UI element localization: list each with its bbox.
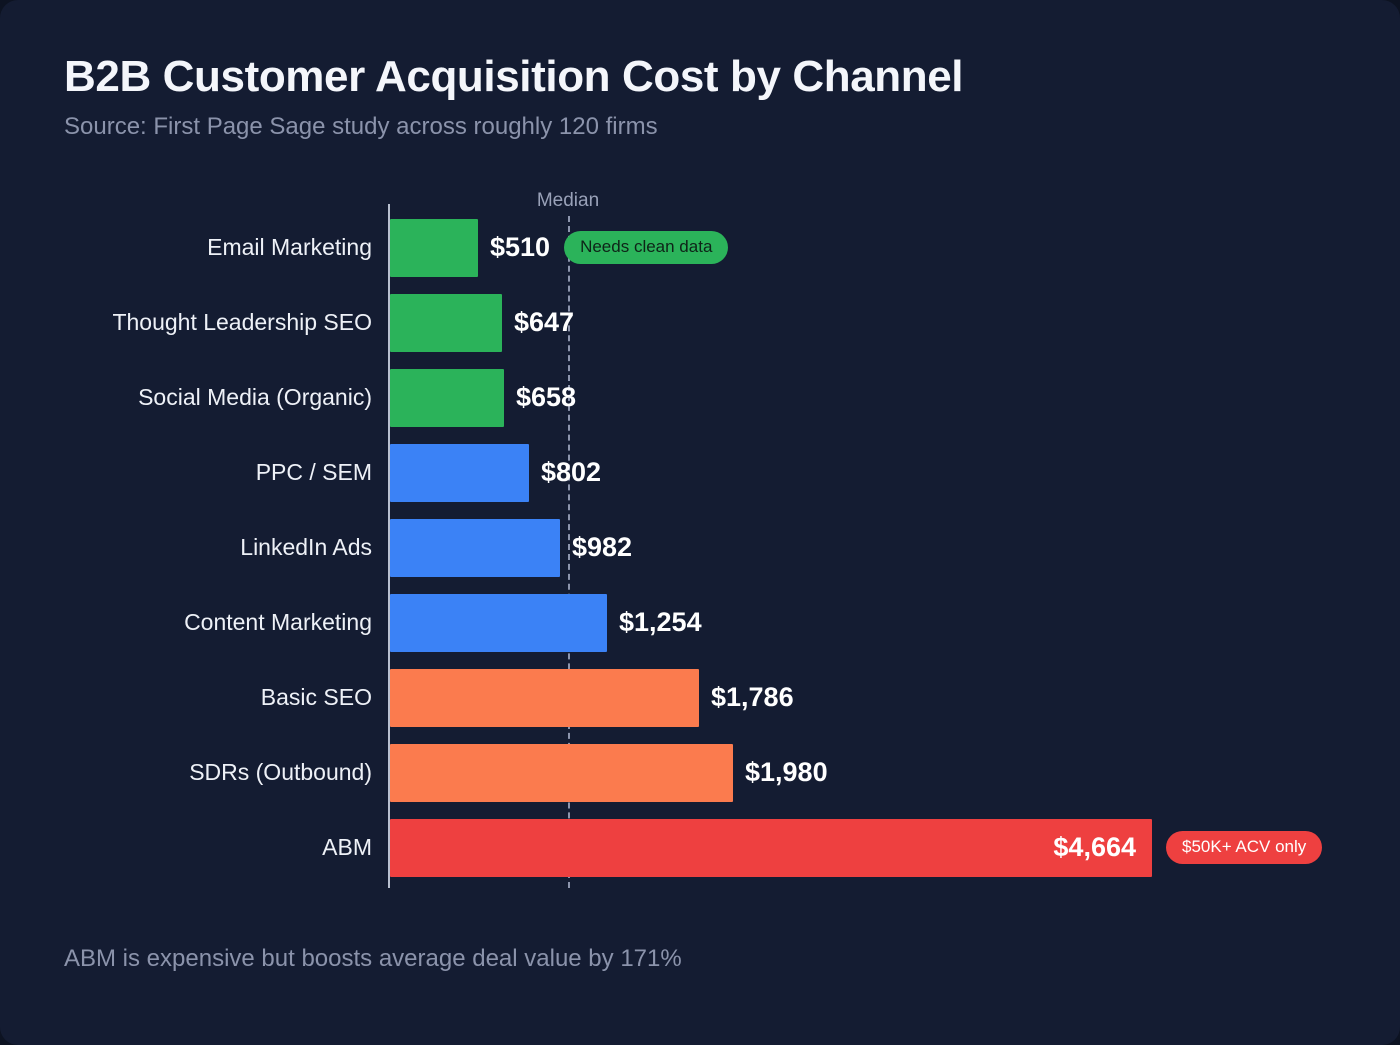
bar-container: $802 bbox=[390, 435, 601, 510]
bar[interactable] bbox=[390, 593, 607, 652]
plot-area: Median Email Marketing $510 Needs clean da… bbox=[0, 190, 1400, 890]
bar[interactable] bbox=[390, 443, 529, 502]
bar-container: $647 bbox=[390, 285, 574, 360]
chart-footnote: ABM is expensive but boosts average deal… bbox=[64, 945, 682, 972]
status-badge[interactable]: Needs clean data bbox=[564, 230, 729, 265]
status-badge[interactable]: $50K+ ACV only bbox=[1166, 830, 1323, 865]
bar-container: $1,254 bbox=[390, 585, 702, 660]
bar[interactable] bbox=[390, 518, 560, 577]
bar-row: ABM $4,664 $50K+ ACV only bbox=[0, 810, 1400, 885]
category-label: Thought Leadership SEO bbox=[112, 309, 372, 335]
bar-row: Basic SEO $1,786 bbox=[0, 660, 1400, 735]
bar-row: Email Marketing $510 Needs clean data bbox=[0, 210, 1400, 285]
bar-container: $982 bbox=[390, 510, 632, 585]
bar-value-label: $1,254 bbox=[619, 607, 702, 637]
median-label: Median bbox=[536, 190, 600, 211]
bar-container: $510 Needs clean data bbox=[390, 210, 729, 285]
category-label: Social Media (Organic) bbox=[138, 384, 372, 410]
bar[interactable] bbox=[390, 218, 478, 277]
bar-row: PPC / SEM $802 bbox=[0, 435, 1400, 510]
bar-value-label: $1,786 bbox=[711, 682, 794, 712]
category-label: PPC / SEM bbox=[255, 459, 372, 485]
bar-value-label: $982 bbox=[572, 532, 633, 562]
category-label: ABM bbox=[322, 834, 372, 860]
bar[interactable] bbox=[390, 368, 504, 427]
page-title: B2B Customer Acquisition Cost by Channel bbox=[64, 52, 964, 101]
chart-header: B2B Customer Acquisition Cost by Channel… bbox=[64, 52, 1344, 142]
bar-value-label: $4,664 bbox=[1053, 832, 1136, 862]
bar-value-label: $510 bbox=[490, 232, 551, 262]
bar-value-label: $802 bbox=[541, 457, 602, 487]
bar-row: Content Marketing $1,254 bbox=[0, 585, 1400, 660]
y-axis-line bbox=[388, 204, 390, 888]
bar-rows: Email Marketing $510 Needs clean data Thoug… bbox=[0, 210, 1400, 885]
category-label: Content Marketing bbox=[184, 609, 372, 635]
bar-row: Thought Leadership SEO $647 bbox=[0, 285, 1400, 360]
bar-container: $1,980 bbox=[390, 735, 828, 810]
bar-container: $4,664 $50K+ ACV only bbox=[390, 810, 1323, 885]
category-label: LinkedIn Ads bbox=[240, 534, 372, 560]
bar[interactable] bbox=[390, 293, 502, 352]
bar-row: Social Media (Organic) $658 bbox=[0, 360, 1400, 435]
bar-value-label: $1,980 bbox=[745, 757, 828, 787]
bar[interactable] bbox=[390, 668, 699, 727]
bar-value-label: $647 bbox=[514, 307, 575, 337]
bar[interactable]: $4,664 bbox=[390, 818, 1152, 877]
median-reference-line bbox=[568, 216, 570, 888]
bar-value-label: $658 bbox=[516, 382, 577, 412]
category-label: SDRs (Outbound) bbox=[189, 759, 372, 785]
category-label: Basic SEO bbox=[260, 684, 372, 710]
bar-container: $1,786 bbox=[390, 660, 794, 735]
bar-container: $658 bbox=[390, 360, 576, 435]
bar[interactable] bbox=[390, 743, 733, 802]
chart-subtitle: Source: First Page Sage study across rou… bbox=[64, 113, 658, 141]
bar-row: LinkedIn Ads $982 bbox=[0, 510, 1400, 585]
bar-row: SDRs (Outbound) $1,980 bbox=[0, 735, 1400, 810]
category-label: Email Marketing bbox=[207, 234, 372, 260]
